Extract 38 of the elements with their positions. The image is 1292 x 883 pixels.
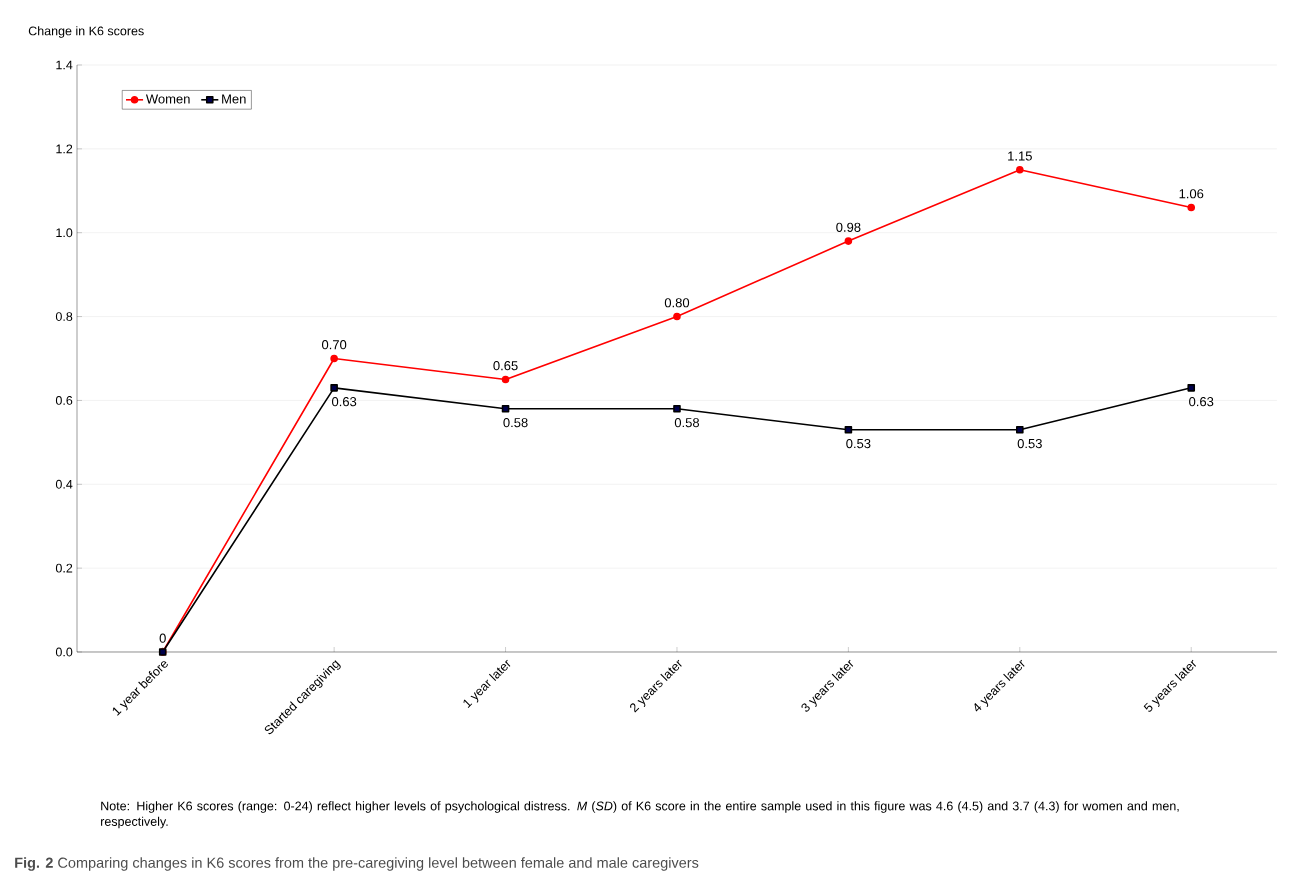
- data-label: 0.63: [1189, 397, 1214, 407]
- data-label: 0: [159, 633, 166, 643]
- legend-label: Women: [145, 94, 190, 104]
- data-label: 0.80: [664, 298, 690, 308]
- y-tick-label: 0.2: [55, 563, 73, 573]
- point: [844, 425, 853, 434]
- data-label: 1.06: [1179, 189, 1204, 199]
- y-tick-label: 0.8: [55, 312, 73, 321]
- point: [673, 312, 681, 321]
- y-axis-title: Change in K6 scores: [28, 26, 144, 38]
- data-label: 0.53: [846, 438, 871, 449]
- data-label: 0.63: [331, 397, 357, 407]
- data-label: 1.15: [1008, 151, 1032, 161]
- y-tick-label: 0.6: [55, 396, 73, 405]
- point: [501, 405, 510, 413]
- legend-label: Men: [222, 94, 246, 104]
- point: [501, 375, 510, 384]
- point: [1187, 384, 1196, 392]
- y-tick-label: 1.2: [56, 144, 73, 154]
- point: [330, 354, 338, 363]
- data-label: 0.70: [321, 340, 347, 350]
- y-tick-label: 0.4: [55, 479, 73, 489]
- y-tick-label: 0.0: [55, 647, 73, 657]
- y-tick-label: 1.4: [56, 60, 73, 70]
- data-label: 0.65: [493, 361, 518, 371]
- point: [330, 384, 338, 392]
- point: [1187, 203, 1196, 212]
- y-tick-label: 1.0: [56, 228, 73, 238]
- point: [1016, 425, 1024, 434]
- data-label: 0.98: [836, 222, 861, 232]
- data-label: 0.58: [503, 418, 528, 428]
- point: [1016, 166, 1024, 174]
- text: Note: Higher K6 scores (range: 0-24) reflect higher levels of psychological distress. M (SD) of K6 score in the entire sample used in this figure was 4.6 (4.5) and 3.7 (4.3) for women and men, respectively.: [101, 801, 1179, 829]
- data-label: 0.53: [1017, 438, 1042, 449]
- point: [673, 405, 681, 413]
- data-label: 0.58: [674, 418, 700, 428]
- text: Fig. 2 Comparing changes in K6 scores from the pre-caregiving level between female and male caregivers: [15, 857, 699, 871]
- point: [844, 237, 853, 245]
